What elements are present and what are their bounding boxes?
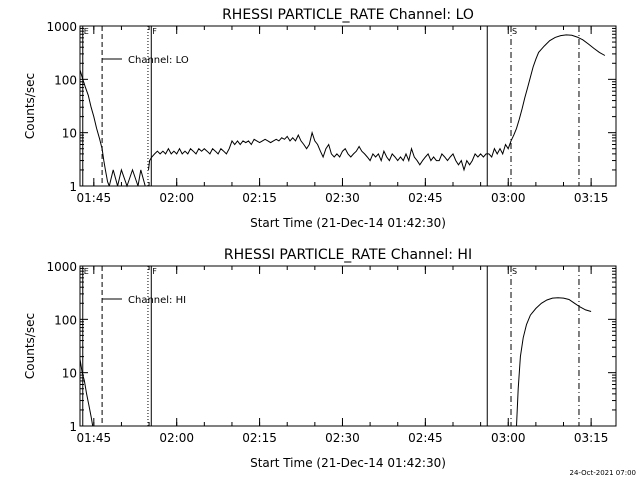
event-marker-label: F: [152, 267, 157, 276]
x-tick-label: 02:15: [242, 191, 277, 205]
panel-lo: RHESSI PARTICLE_RATE Channel: LO Counts/s…: [23, 7, 617, 230]
y-tick-label: 1000: [46, 20, 77, 34]
y-tick-label: 1: [69, 420, 77, 434]
x-tick-label: 03:00: [491, 431, 526, 445]
x-tick-label: 03:15: [574, 191, 609, 205]
event-marker-label: S: [512, 267, 517, 276]
x-tick-label: 02:45: [408, 191, 443, 205]
footer-timestamp: 24-Oct-2021 07:00: [569, 469, 636, 477]
x-tick-label: 02:00: [159, 191, 194, 205]
x-tick-label: 02:15: [242, 431, 277, 445]
x-tick-label: 02:00: [159, 431, 194, 445]
series-line: [79, 69, 110, 187]
y-axis-label: Counts/sec: [23, 313, 37, 379]
series-line: [148, 34, 606, 172]
x-axis-label: Start Time (21-Dec-14 01:42:30): [250, 216, 446, 230]
series-line: [516, 297, 592, 427]
x-tick-label: 03:15: [574, 431, 609, 445]
event-marker-label: E: [84, 27, 89, 36]
y-tick-label: 100: [54, 73, 77, 87]
x-axis-label: Start Time (21-Dec-14 01:42:30): [250, 456, 446, 470]
y-tick-label: 1000: [46, 260, 77, 274]
plot-frame: [79, 265, 617, 427]
chart-title: RHESSI PARTICLE_RATE Channel: HI: [224, 247, 472, 263]
event-marker-label: E: [84, 267, 89, 276]
series-line: [79, 359, 94, 427]
series-line: [108, 168, 146, 188]
event-marker-label: S: [512, 27, 517, 36]
y-tick-label: 100: [54, 313, 77, 327]
chart-title: RHESSI PARTICLE_RATE Channel: LO: [222, 7, 474, 23]
event-marker-label: F: [152, 27, 157, 36]
x-tick-label: 01:45: [77, 191, 112, 205]
x-tick-label: 02:30: [325, 431, 360, 445]
x-tick-label: 02:45: [408, 431, 443, 445]
y-tick-label: 10: [62, 367, 77, 381]
y-axis-label: Counts/sec: [23, 73, 37, 139]
x-tick-label: 03:00: [491, 191, 526, 205]
y-tick-label: 1: [69, 180, 77, 194]
x-tick-label: 02:30: [325, 191, 360, 205]
plot-frame: [79, 25, 617, 187]
legend-entry: Channel: LO: [128, 55, 189, 66]
x-tick-label: 01:45: [77, 431, 112, 445]
panel-hi: RHESSI PARTICLE_RATE Channel: HI Counts/s…: [23, 247, 617, 470]
y-tick-label: 10: [62, 127, 77, 141]
legend-entry: Channel: HI: [128, 295, 186, 306]
